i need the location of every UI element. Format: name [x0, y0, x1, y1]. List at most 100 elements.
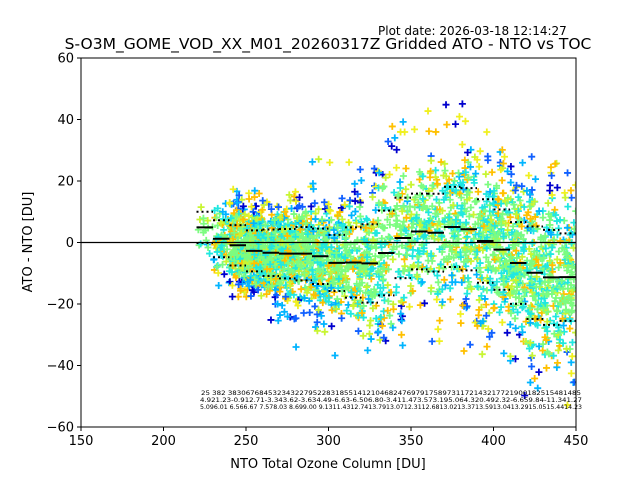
scatter-point [411, 193, 419, 201]
scatter-point [518, 182, 526, 190]
scatter-point [516, 272, 524, 280]
scatter-point [400, 203, 408, 211]
scatter-point [250, 288, 258, 296]
scatter-point [427, 167, 435, 175]
scatter-point [395, 250, 403, 258]
scatter-point [497, 303, 505, 311]
scatter-point [327, 243, 335, 251]
scatter-point [401, 128, 409, 136]
scatter-point [280, 265, 288, 273]
scatter-point [354, 311, 362, 319]
scatter-point [446, 243, 454, 251]
scatter-point [428, 337, 436, 345]
scatter-point [345, 219, 353, 227]
scatter-point [467, 285, 475, 293]
scatter-point [552, 313, 560, 321]
scatter-point [486, 275, 494, 283]
scatter-point [550, 330, 558, 338]
scatter-point [460, 347, 468, 355]
scatter-point [276, 214, 284, 222]
scatter-point [354, 300, 362, 308]
scatter-point [217, 219, 225, 227]
scatter-point [259, 197, 267, 205]
scatter-point [484, 325, 492, 333]
scatter-point [419, 183, 427, 191]
scatter-point [402, 214, 410, 222]
scatter-point [554, 359, 562, 367]
scatter-point [482, 170, 490, 178]
y-tick-label: −40 [47, 359, 74, 374]
scatter-point [280, 308, 288, 316]
scatter-point [274, 203, 282, 211]
scatter-point [292, 343, 300, 351]
scatter-point [568, 352, 576, 360]
scatter-point [398, 317, 406, 325]
scatter-point [369, 304, 377, 312]
scatter-point [475, 230, 483, 238]
scatter-point [342, 278, 350, 286]
scatter-point [540, 294, 548, 302]
scatter-point [491, 222, 499, 230]
scatter-point [343, 307, 351, 315]
scatter-point [381, 204, 389, 212]
scatter-point [436, 245, 444, 253]
scatter-point [474, 219, 482, 227]
scatter-point [497, 200, 505, 208]
scatter-point [220, 226, 228, 234]
scatter-point [507, 309, 515, 317]
scatter-point [470, 176, 478, 184]
scatter-point [526, 281, 534, 289]
scatter-point [531, 213, 539, 221]
scatter-point [482, 253, 490, 261]
scatter-point [506, 213, 514, 221]
y-axis-label: ATO - NTO [DU] [21, 192, 36, 293]
scatter-point [509, 222, 517, 230]
scatter-point [347, 240, 355, 248]
scatter-point [392, 164, 400, 172]
scatter-point [438, 298, 446, 306]
scatter-point [268, 282, 276, 290]
scatter-point [408, 273, 416, 281]
scatter-point [240, 272, 248, 280]
scatter-point [393, 243, 401, 251]
scatter-point [534, 321, 542, 329]
scatter-point [388, 122, 396, 130]
scatter-point [356, 165, 364, 173]
scatter-point [235, 232, 243, 240]
scatter-point [360, 302, 368, 310]
scatter-point [555, 248, 563, 256]
scatter-point [393, 220, 401, 228]
scatter-point [548, 172, 556, 180]
scatter-point [459, 178, 467, 186]
scatter-point [292, 233, 300, 241]
scatter-point [484, 180, 492, 188]
scatter-point [406, 303, 414, 311]
scatter-point [426, 173, 434, 181]
scatter-point [546, 187, 554, 195]
scatter-point [545, 210, 553, 218]
scatter-point [452, 186, 460, 194]
scatter-point [525, 245, 533, 253]
scatter-point [334, 224, 342, 232]
scatter-point [384, 265, 392, 273]
scatter-point [499, 189, 507, 197]
scatter-point [457, 194, 465, 202]
scatter-point [326, 207, 334, 215]
scatter-point [308, 266, 316, 274]
scatter-point [298, 263, 306, 271]
scatter-point [204, 243, 212, 251]
scatter-point [342, 228, 350, 236]
scatter-point [358, 309, 366, 317]
scatter-point [487, 216, 495, 224]
scatter-point [452, 240, 460, 248]
scatter-point [274, 300, 282, 308]
scatter-point [345, 158, 353, 166]
scatter-point [367, 335, 375, 343]
scatter-point [247, 292, 255, 300]
scatter-point [507, 253, 515, 261]
scatter-point [275, 280, 283, 288]
scatter-point [546, 221, 554, 229]
scatter-point [553, 306, 561, 314]
scatter-point [526, 339, 534, 347]
scatter-point [470, 211, 478, 219]
